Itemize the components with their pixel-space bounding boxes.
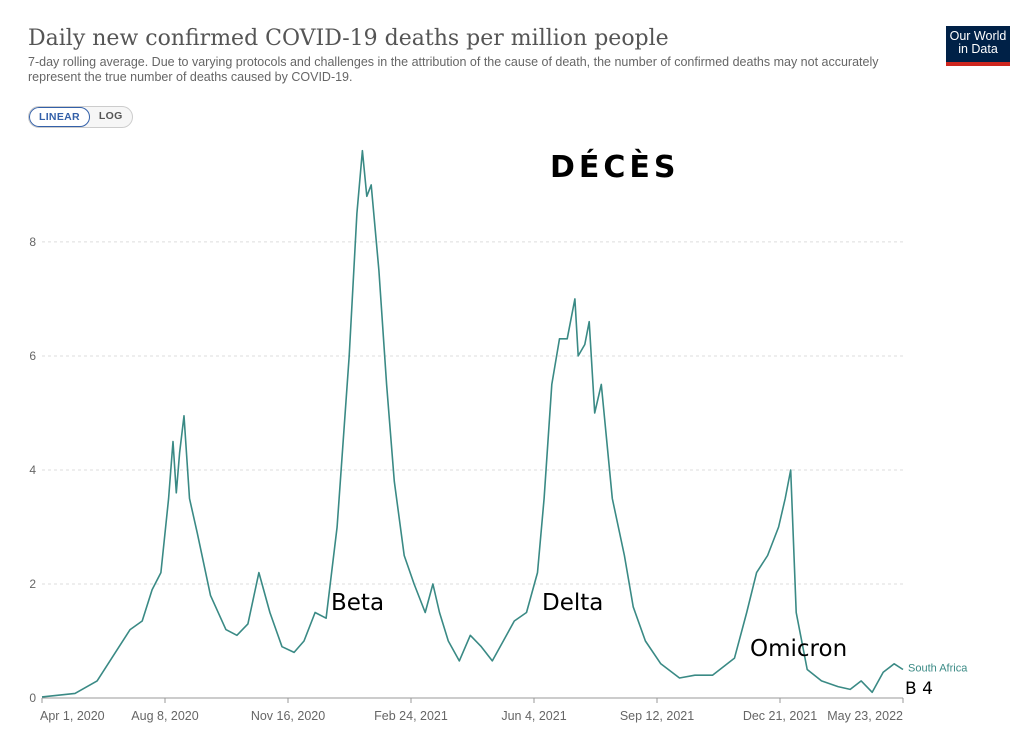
series-label[interactable]: South Africa — [908, 662, 968, 674]
y-tick-label: 0 — [29, 691, 36, 705]
x-tick-label: Feb 24, 2021 — [374, 709, 448, 723]
logo-line-2: in Data — [958, 42, 998, 56]
x-tick-label: Aug 8, 2020 — [131, 709, 198, 723]
annotation-b4: B 4 — [905, 679, 933, 699]
log-scale-button[interactable]: LOG — [98, 110, 123, 122]
x-tick-label: Dec 21, 2021 — [743, 709, 817, 723]
y-tick-label: 2 — [29, 577, 36, 591]
x-axis: Apr 1, 2020 Aug 8, 2020 Nov 16, 2020 Feb 24… — [40, 698, 904, 723]
linear-scale-button[interactable]: LINEAR — [29, 107, 90, 127]
annotation-beta: Beta — [331, 590, 385, 616]
x-tick-label: Apr 1, 2020 — [40, 709, 105, 723]
x-tick-label: Sep 12, 2021 — [620, 709, 694, 723]
x-tick-label: May 23, 2022 — [827, 709, 903, 723]
owid-logo[interactable]: Our World in Data — [946, 26, 1010, 66]
y-tick-label: 6 — [29, 349, 36, 363]
scale-toggle: LINEAR LOG — [28, 106, 133, 128]
x-tick-label: Jun 4, 2021 — [501, 709, 566, 723]
chart-title: Daily new confirmed COVID-19 deaths per … — [28, 26, 669, 51]
series-line-south-africa[interactable] — [41, 149, 904, 698]
series-layer: South Africa — [41, 149, 968, 698]
y-tick-label: 4 — [29, 463, 36, 477]
annotation-delta: Delta — [542, 590, 604, 616]
logo-line-1: Our World — [949, 29, 1007, 43]
x-tick-label: Nov 16, 2020 — [251, 709, 325, 723]
y-tick-label: 8 — [29, 235, 36, 249]
chart-subtitle: 7-day rolling average. Due to varying pr… — [28, 55, 879, 84]
grid-layer: 0 2 4 6 8 — [29, 235, 903, 705]
annotation-omicron: Omicron — [750, 636, 848, 662]
annotation-deces: DÉCÈS — [550, 150, 680, 185]
